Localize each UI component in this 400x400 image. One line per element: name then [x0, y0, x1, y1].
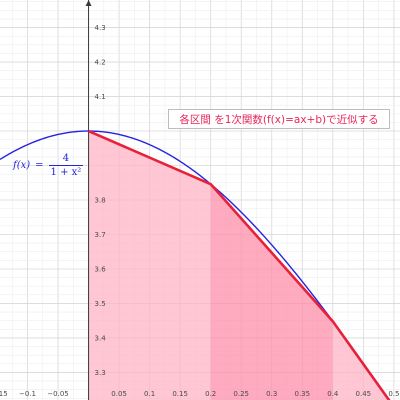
- x-tick-label: 0.1: [144, 390, 155, 398]
- shaded-region: [332, 321, 394, 400]
- shaded-region: [210, 184, 333, 400]
- x-tick-label: 0.05: [111, 390, 127, 398]
- linear-approximation-line[interactable]: [88, 129, 394, 400]
- x-tick-label: −0.15: [0, 390, 8, 398]
- function-name: f(x): [13, 159, 31, 171]
- function-fraction: 4 1 + x²: [48, 152, 84, 178]
- function-denominator: 1 + x²: [48, 164, 84, 178]
- function-numerator: 4: [62, 152, 70, 164]
- function-equals: =: [35, 159, 44, 171]
- annotation-box[interactable]: 各区間 を1次関数(f(x)=ax+b)で近似する: [168, 109, 390, 129]
- x-tick-label: 0.2: [205, 390, 216, 398]
- y-axis-arrow-icon: [85, 0, 92, 6]
- x-tick-label: 0.3: [266, 390, 277, 398]
- y-tick-label: 4.1: [95, 93, 106, 101]
- y-tick-label: 3.5: [95, 300, 106, 308]
- x-tick-label: 0.45: [356, 390, 372, 398]
- y-tick-label: 4.2: [95, 59, 106, 67]
- x-tick-label: 0.35: [294, 390, 310, 398]
- x-tick-label: −0.1: [19, 390, 36, 398]
- x-tick-label: 0.25: [233, 390, 249, 398]
- x-tick-label: 0.4: [327, 390, 339, 398]
- annotation-text: 各区間 を1次関数(f(x)=ax+b)で近似する: [179, 113, 379, 126]
- x-tick-label: 0.15: [172, 390, 188, 398]
- y-tick-label: 3.7: [95, 231, 106, 239]
- x-tick-label: −0.05: [47, 390, 68, 398]
- x-tick-label: 0.5: [388, 390, 399, 398]
- y-tick-label: 4.3: [95, 24, 106, 32]
- shaded-region: [88, 131, 211, 400]
- y-tick-label: 3.6: [95, 265, 107, 273]
- y-tick-label: 3.3: [95, 369, 106, 377]
- y-tick-label: 3.4: [95, 334, 107, 342]
- function-label[interactable]: f(x) = 4 1 + x²: [13, 150, 84, 180]
- y-tick-label: 3.8: [95, 197, 106, 205]
